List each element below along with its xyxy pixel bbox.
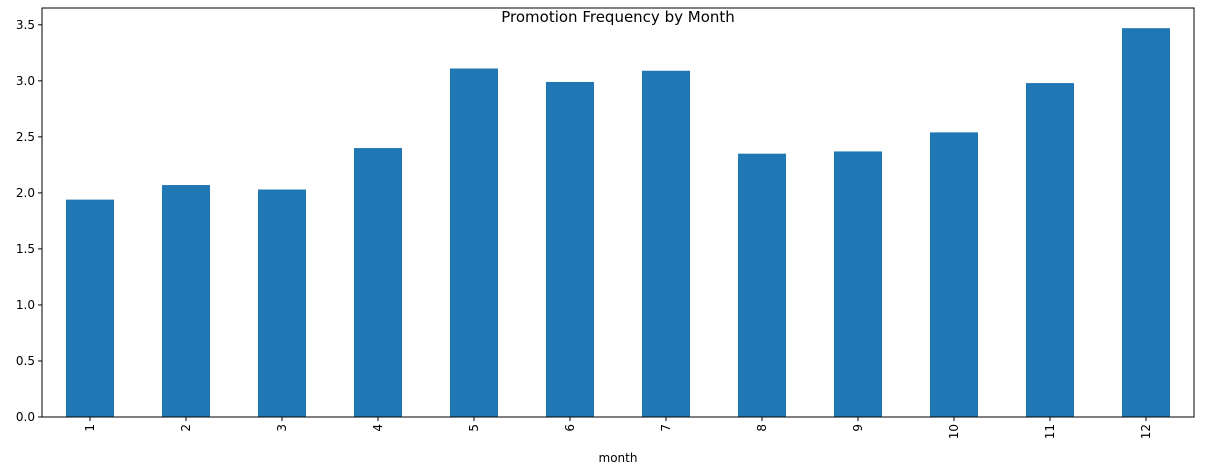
bars (66, 28, 1170, 418)
bar-month-10 (930, 132, 978, 417)
bar-month-12 (1122, 28, 1170, 418)
bar-month-9 (834, 151, 882, 418)
x-tick-label: 10 (947, 424, 961, 439)
y-tick-label: 1.0 (16, 298, 35, 312)
bar-month-3 (258, 189, 306, 417)
y-tick-label: 0.0 (16, 410, 35, 424)
bar-month-4 (354, 148, 402, 418)
x-tick-label: 2 (179, 424, 193, 432)
bar-month-5 (450, 68, 498, 418)
bar-month-8 (738, 153, 786, 417)
x-axis-label: month (599, 451, 638, 465)
x-tick-label: 11 (1043, 424, 1057, 439)
y-tick-label: 2.0 (16, 186, 35, 200)
bar-month-6 (546, 81, 594, 417)
chart-title: Promotion Frequency by Month (501, 8, 735, 26)
x-axis: 1 2 3 4 5 6 7 8 9 10 11 12 (83, 417, 1153, 439)
y-axis: 0.0 0.5 1.0 1.5 2.0 2.5 3.0 3.5 (16, 18, 42, 424)
x-tick-label: 3 (275, 424, 289, 432)
bar-month-11 (1026, 83, 1074, 417)
y-tick-label: 1.5 (16, 242, 35, 256)
y-tick-label: 3.5 (16, 18, 35, 32)
x-tick-label: 5 (467, 424, 481, 432)
plot-frame (41, 7, 1195, 418)
x-tick-label: 1 (83, 424, 97, 432)
y-tick-label: 0.5 (16, 354, 35, 368)
x-tick-label: 7 (659, 424, 673, 432)
bar-month-2 (162, 185, 210, 417)
y-tick-label: 3.0 (16, 74, 35, 88)
x-tick-label: 9 (851, 424, 865, 432)
x-tick-label: 12 (1139, 424, 1153, 439)
bar-month-1 (66, 199, 114, 417)
x-tick-label: 4 (371, 424, 385, 432)
x-tick-label: 8 (755, 424, 769, 432)
x-tick-label: 6 (563, 424, 577, 432)
y-tick-label: 2.5 (16, 130, 35, 144)
bar-month-7 (642, 70, 690, 418)
